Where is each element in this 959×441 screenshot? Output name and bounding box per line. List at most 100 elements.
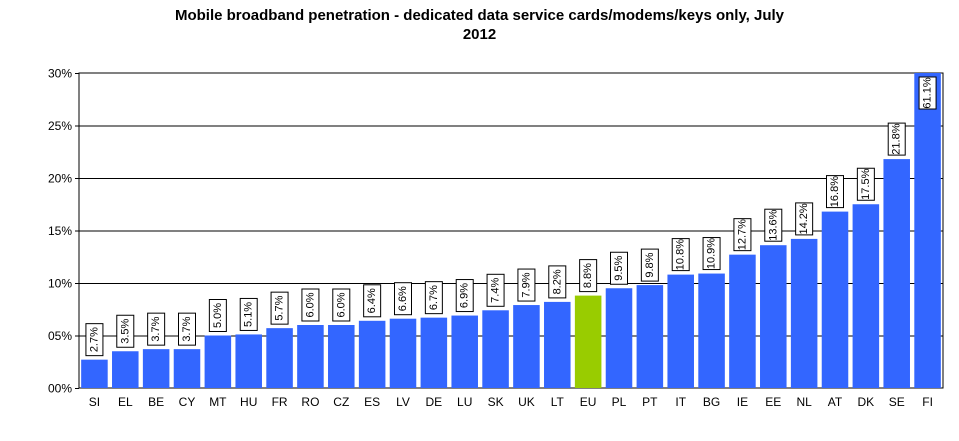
bar-nl <box>790 238 818 388</box>
data-label-box <box>85 323 104 357</box>
data-label-ee: 13.6% <box>764 208 783 242</box>
bar-at <box>821 211 849 388</box>
data-label-mt: 5.0% <box>208 299 227 332</box>
x-tick-label: PT <box>642 395 658 409</box>
data-label: 9.8% <box>644 252 656 277</box>
bar-es <box>358 320 386 388</box>
bar-fi <box>914 73 941 388</box>
bar-ee <box>760 245 787 388</box>
data-label-ie: 12.7% <box>733 218 752 252</box>
x-tick-label: CZ <box>333 395 349 409</box>
data-label-cy: 3.7% <box>178 312 196 346</box>
bar-sk <box>482 310 509 388</box>
data-label-box <box>363 284 382 318</box>
bar-ro <box>297 325 324 388</box>
bar-bg <box>698 273 725 388</box>
y-tick-label: 00% <box>48 382 72 396</box>
data-label-box <box>239 297 258 331</box>
data-label-box <box>702 237 721 271</box>
y-tick-label: 20% <box>48 172 72 186</box>
data-label-be: 3.7% <box>147 312 166 346</box>
bar-eu <box>574 295 602 388</box>
data-label: 5.1% <box>243 302 255 327</box>
bar-de <box>420 317 448 388</box>
x-tick-label: BG <box>703 395 720 409</box>
data-label-box <box>455 279 474 313</box>
bar-se <box>883 159 910 388</box>
chart-title-line-2: 2012 <box>462 26 497 43</box>
data-label-box <box>887 122 906 156</box>
bar-hu <box>235 334 262 388</box>
data-label-hu: 5.1% <box>239 297 258 331</box>
bar-cy <box>173 349 201 388</box>
data-label: 5.7% <box>274 295 286 320</box>
data-label-at: 16.8% <box>826 175 844 209</box>
data-label-fr: 5.7% <box>270 291 289 325</box>
x-tick-label: DE <box>426 395 443 409</box>
y-tick-label: 25% <box>48 119 72 133</box>
x-tick-label: BE <box>148 395 164 409</box>
data-label: 6.0% <box>335 292 347 317</box>
bar-pl <box>605 288 633 388</box>
data-label: 6.7% <box>428 285 440 310</box>
data-label-box <box>826 175 844 209</box>
bar-ie <box>729 254 756 388</box>
data-label-lt: 8.2% <box>548 265 567 299</box>
x-tick-label: SE <box>889 395 905 409</box>
data-label: 8.2% <box>551 269 563 294</box>
x-tick-label: IT <box>675 395 686 409</box>
data-label-box <box>733 218 752 252</box>
data-label-box <box>332 288 351 322</box>
data-label-it: 10.8% <box>671 238 690 272</box>
data-label-pt: 9.8% <box>640 248 659 282</box>
bar-mt <box>204 335 232 388</box>
data-label-eu: 8.8% <box>579 259 598 293</box>
data-label-lu: 6.9% <box>455 279 474 313</box>
y-tick-label: 30% <box>48 67 72 81</box>
data-label-box <box>301 288 320 322</box>
data-label: 6.9% <box>459 283 471 308</box>
data-label: 14.2% <box>798 203 810 234</box>
data-label: 3.7% <box>181 316 193 341</box>
data-label-box <box>178 312 196 346</box>
x-tick-label: MT <box>209 395 227 409</box>
data-label: 7.9% <box>520 272 532 297</box>
bar-el <box>112 351 139 388</box>
data-label-box <box>424 281 443 315</box>
x-tick-label: CY <box>179 395 196 409</box>
data-label-sk: 7.4% <box>486 273 505 307</box>
data-label-box <box>856 167 875 201</box>
data-label: 3.7% <box>150 316 162 341</box>
data-label: 7.4% <box>490 278 502 303</box>
data-label-pl: 9.5% <box>610 251 628 285</box>
data-label-box <box>918 76 937 110</box>
data-label: 16.8% <box>829 176 841 207</box>
data-label-box <box>270 291 289 325</box>
data-label-box <box>208 299 227 332</box>
data-label-box <box>671 238 690 272</box>
data-label-dk: 17.5% <box>856 167 875 201</box>
chart-title-line-1: Mobile broadband penetration - dedicated… <box>174 7 785 24</box>
x-tick-label: PL <box>612 395 627 409</box>
x-tick-label: LV <box>396 395 410 409</box>
data-label-uk: 7.9% <box>517 268 536 302</box>
data-label-box <box>116 314 135 348</box>
bar-uk <box>513 305 540 388</box>
data-label-lv: 6.6% <box>394 282 412 316</box>
data-label: 8.8% <box>582 263 594 288</box>
data-label: 9.5% <box>613 255 625 280</box>
x-tick-label: EE <box>765 395 781 409</box>
bar-cz <box>328 325 355 388</box>
data-label-box <box>764 208 783 242</box>
data-label: 10.8% <box>675 239 687 270</box>
data-label-box <box>579 259 598 293</box>
x-tick-label: IE <box>737 395 748 409</box>
data-label: 61.1% <box>922 77 934 108</box>
data-label-box <box>517 268 536 302</box>
data-label-nl: 14.2% <box>795 202 814 236</box>
data-label-box <box>486 273 505 307</box>
data-label-fi: 61.1% <box>918 76 937 110</box>
x-tick-label: LU <box>457 395 472 409</box>
bar-be <box>142 349 170 388</box>
x-tick-label: SI <box>89 395 100 409</box>
